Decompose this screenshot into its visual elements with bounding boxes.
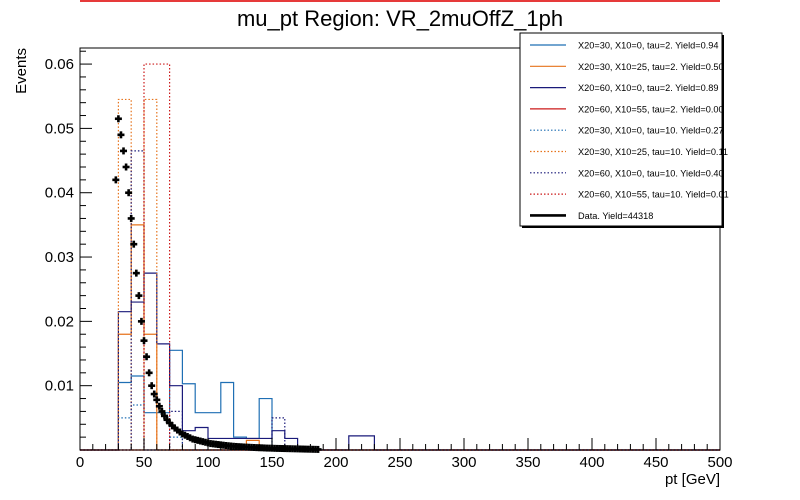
data-point: [120, 147, 128, 155]
y-tick-label: 0.01: [45, 378, 74, 395]
data-point: [153, 396, 161, 404]
y-tick-label: 0.03: [45, 249, 74, 266]
legend-entry: Data. Yield=44318: [530, 211, 653, 221]
legend-entry: X20=60, X10=55, tau=2. Yield=0.00: [530, 104, 724, 114]
data-point: [140, 337, 148, 345]
x-tick-label: 0: [76, 454, 84, 471]
legend-entry: X20=60, X10=0, tau=10. Yield=0.40: [530, 168, 724, 178]
data-point: [155, 402, 163, 410]
series-3-bar: [349, 436, 362, 450]
data-point: [137, 317, 145, 325]
legend-label: X20=30, X10=25, tau=10. Yield=0.11: [578, 147, 728, 157]
x-tick-label: 250: [387, 454, 412, 471]
series-3-bar: [362, 436, 375, 450]
x-axis-label: pt [GeV]: [665, 471, 720, 488]
legend-label: Data. Yield=44318: [578, 211, 653, 221]
data-point: [150, 390, 158, 398]
data-point: [117, 131, 125, 139]
x-tick-label: 400: [579, 454, 604, 471]
x-tick-label: 300: [451, 454, 476, 471]
legend-entry: X20=60, X10=55, tau=10. Yield=0.01: [530, 190, 729, 200]
y-axis-label: Events: [13, 48, 30, 94]
x-tick-label: 450: [643, 454, 668, 471]
x-tick-label: 100: [195, 454, 220, 471]
y-tick-label: 0.04: [45, 185, 74, 202]
series-6-histogram: [80, 98, 720, 451]
legend-label: X20=30, X10=25, tau=2. Yield=0.50: [578, 62, 724, 72]
axes: 0 50 100 150 200 250 300 350 400 450 500 0.01 0.02 0.…: [45, 47, 733, 471]
data-point: [112, 176, 120, 184]
data-point: [125, 189, 133, 197]
data-point: [143, 353, 151, 361]
x-tick-label: 500: [707, 454, 732, 471]
data-point: [158, 407, 166, 415]
x-tick-label: 200: [323, 454, 348, 471]
data-point: [148, 382, 156, 390]
legend-label: X20=60, X10=55, tau=10. Yield=0.01: [578, 190, 729, 200]
series-7-bar: [131, 151, 144, 450]
data-point: [145, 369, 153, 377]
chart-title: mu_pt Region: VR_2muOffZ_1ph: [237, 6, 563, 31]
series-8-bar: [157, 64, 170, 450]
legend-label: X20=30, X10=0, tau=10. Yield=0.27: [578, 126, 724, 136]
legend-label: X20=60, X10=0, tau=2. Yield=0.89: [578, 83, 719, 93]
legend-entry: X20=30, X10=0, tau=2. Yield=0.94: [530, 41, 719, 51]
data-point: [130, 240, 138, 248]
y-tick-label: 0.02: [45, 313, 74, 330]
data-point: [314, 445, 322, 453]
data-point: [135, 292, 143, 300]
legend-label: X20=30, X10=0, tau=2. Yield=0.94: [578, 41, 719, 51]
data-point: [127, 214, 135, 222]
x-tick-label: 50: [136, 454, 153, 471]
data-point: [132, 269, 140, 277]
x-tick-label: 350: [515, 454, 540, 471]
legend-entry: X20=60, X10=0, tau=2. Yield=0.89: [530, 83, 719, 93]
legend-box: [519, 32, 723, 227]
x-tick-label: 150: [259, 454, 284, 471]
legend: X20=30, X10=0, tau=2. Yield=0.94 X20=30, …: [519, 32, 729, 228]
data-point: [122, 163, 130, 171]
legend-label: X20=60, X10=0, tau=10. Yield=0.40: [578, 168, 724, 178]
y-tick-label: 0.06: [45, 56, 74, 73]
legend-entry: X20=30, X10=25, tau=10. Yield=0.11: [530, 147, 728, 157]
series-6-outline: [80, 98, 720, 451]
legend-entry: X20=30, X10=0, tau=10. Yield=0.27: [530, 126, 724, 136]
y-tick-label: 0.05: [45, 120, 74, 137]
legend-entry: X20=30, X10=25, tau=2. Yield=0.50: [530, 62, 724, 72]
legend-label: X20=60, X10=55, tau=2. Yield=0.00: [578, 104, 724, 114]
data-point: [160, 412, 168, 420]
data-point: [114, 115, 122, 123]
